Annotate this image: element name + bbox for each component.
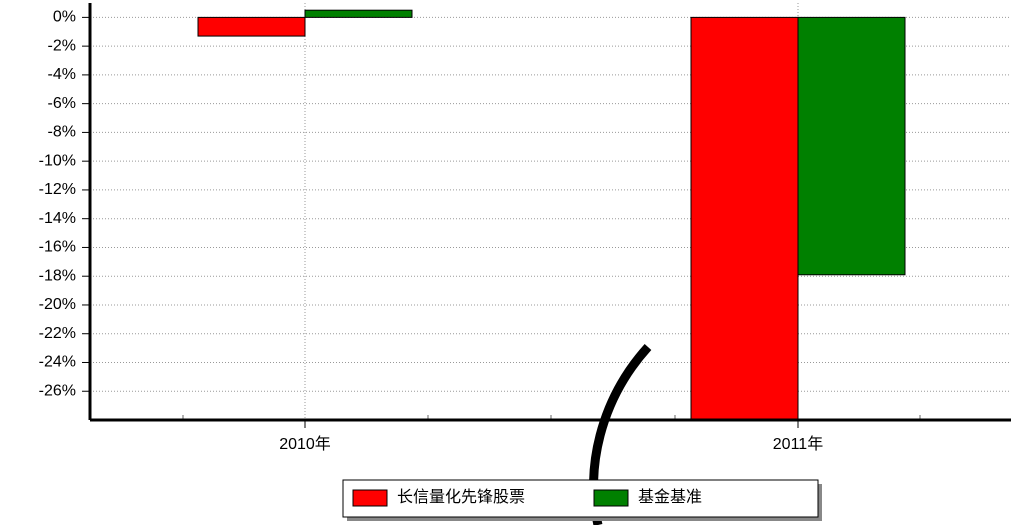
y-tick-label: -4% [48, 66, 76, 83]
legend-swatch [352, 489, 388, 507]
y-tick-label: -8% [48, 124, 76, 141]
y-tick-label: -12% [39, 181, 76, 198]
legend-label: 基金基准 [638, 488, 702, 506]
y-tick-label: -6% [48, 95, 76, 112]
y-tick-label: -26% [39, 382, 76, 399]
bar [690, 16, 799, 421]
x-tick-label: 2010年 [279, 435, 331, 453]
y-tick-label: -22% [39, 325, 76, 342]
y-tick-label: -2% [48, 37, 76, 54]
legend-swatch [593, 489, 629, 507]
bar [797, 16, 906, 276]
y-tick-label: -24% [39, 354, 76, 371]
bar [304, 9, 413, 18]
y-tick-label: -20% [39, 296, 76, 313]
y-tick-label: 0% [53, 9, 76, 26]
legend-label: 长信量化先锋股票 [397, 488, 525, 506]
y-tick-label: -16% [39, 239, 76, 256]
legend: 长信量化先锋股票 基金基准 [342, 479, 822, 521]
y-tick-label: -18% [39, 267, 76, 284]
y-tick-label: -10% [39, 152, 76, 169]
legend-box [342, 479, 819, 518]
bar [197, 16, 306, 37]
x-tick-label: 2011年 [773, 435, 823, 453]
bars [197, 9, 906, 421]
y-tick-label: -14% [39, 210, 76, 227]
axes: 0% -2% -4% -6% -8% -10% -12% -14% -16% -18% -20% -2… [39, 3, 1011, 453]
